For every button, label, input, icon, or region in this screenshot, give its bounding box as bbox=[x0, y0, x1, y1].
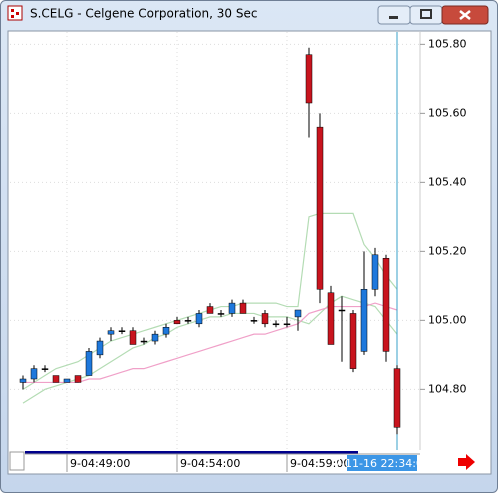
candle-body bbox=[272, 323, 280, 326]
candle-body bbox=[382, 258, 390, 352]
y-tick-label: 105.40 bbox=[428, 175, 467, 188]
candle-body bbox=[217, 313, 225, 315]
candle-body bbox=[30, 368, 38, 380]
candle-body bbox=[19, 378, 27, 383]
cursor-label-bg bbox=[347, 455, 417, 471]
candle-body bbox=[327, 292, 335, 345]
x-tick-label: 9-04:59:00 bbox=[290, 457, 350, 470]
y-tick-label: 105.00 bbox=[428, 313, 467, 326]
y-tick-label: 105.60 bbox=[428, 106, 467, 119]
candle-body bbox=[118, 330, 126, 332]
candle-body bbox=[283, 323, 291, 326]
x-tick-label: 7-11-16 22:34:00 bbox=[334, 457, 430, 470]
candle-body bbox=[63, 378, 71, 383]
candle-body bbox=[250, 320, 258, 322]
candle-body bbox=[129, 330, 137, 345]
candle-body bbox=[195, 313, 203, 325]
window-title: S.CELG - Celgene Corporation, 30 Sec bbox=[30, 7, 257, 21]
candle-body bbox=[96, 340, 104, 356]
candle-body bbox=[85, 351, 93, 376]
x-tick-label: 9-04:54:00 bbox=[180, 457, 240, 470]
candle-body bbox=[206, 306, 214, 314]
chart-area bbox=[7, 30, 492, 475]
candle-body bbox=[239, 302, 247, 314]
candle-body bbox=[316, 126, 324, 290]
candle-body bbox=[261, 313, 269, 325]
overlay-line bbox=[22, 295, 398, 404]
candle-body bbox=[184, 320, 192, 322]
candle-body bbox=[107, 330, 115, 335]
candle-body bbox=[360, 289, 368, 352]
plot: 104.80 105.00 105.20 105.40 105.60 105.80 9-04… bbox=[10, 32, 467, 472]
candle-body bbox=[305, 54, 313, 104]
overlay-line bbox=[23, 302, 398, 384]
scroll-right-arrow[interactable] bbox=[458, 454, 475, 470]
candle-body bbox=[371, 254, 379, 290]
candle-body bbox=[393, 368, 401, 428]
x-tick-label: 9-04:49:00 bbox=[70, 457, 130, 470]
candle-body bbox=[140, 340, 148, 343]
scroll-bar[interactable] bbox=[25, 451, 358, 454]
candle-body bbox=[151, 333, 159, 342]
app-icon bbox=[7, 5, 23, 21]
candle-body bbox=[338, 309, 346, 312]
candle-body bbox=[228, 302, 236, 314]
candle-body bbox=[52, 375, 60, 383]
close-button[interactable] bbox=[441, 5, 489, 25]
candle-body bbox=[173, 320, 181, 325]
candle-body bbox=[41, 368, 49, 370]
y-tick-label: 105.80 bbox=[428, 37, 467, 50]
minimize-button[interactable] bbox=[377, 5, 411, 25]
y-tick-label: 104.80 bbox=[428, 382, 467, 395]
candle-body bbox=[294, 309, 302, 318]
candle-body bbox=[74, 375, 82, 383]
candle-body bbox=[349, 313, 357, 369]
y-tick-label: 105.20 bbox=[428, 244, 467, 257]
maximize-button[interactable] bbox=[409, 5, 443, 25]
candle-body bbox=[162, 327, 170, 335]
scroll-box[interactable] bbox=[9, 451, 25, 471]
